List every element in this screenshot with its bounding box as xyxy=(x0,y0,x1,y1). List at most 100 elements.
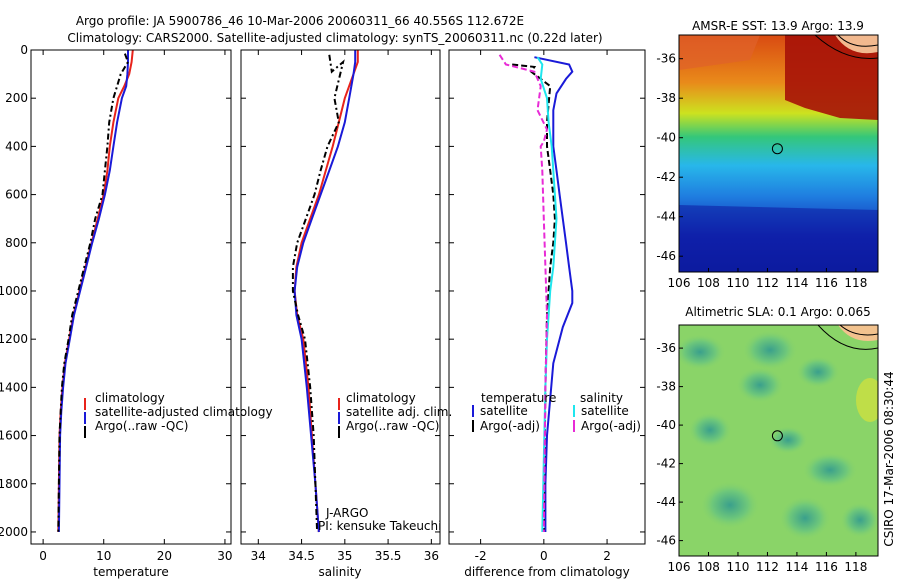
sst-map-ytick-label: -40 xyxy=(656,131,676,145)
temperature-ytick-label: 0 xyxy=(20,43,28,57)
sla-heatmap-field xyxy=(679,325,878,556)
side-timestamp-label: CSIRO 17-Mar-2006 08:30:44 xyxy=(882,371,896,546)
sla-map-frame xyxy=(678,324,879,557)
temperature-xlabel: temperature xyxy=(93,565,168,579)
temperature-ytick-label: 800 xyxy=(5,236,28,250)
legend-label-climatology: climatology xyxy=(346,391,416,405)
sla-map-ytick-label: -46 xyxy=(656,534,676,548)
difference-legend: temperature salinity satellite Argo(-adj… xyxy=(472,391,641,433)
sst-map-xtick-label: 108 xyxy=(697,276,720,290)
sst-map-xtick-label: 116 xyxy=(815,276,838,290)
sla-map-ytick-label: -36 xyxy=(656,341,676,355)
legend-label-sal-satellite: satellite xyxy=(581,404,629,418)
sla-map-ytick-label: -38 xyxy=(656,380,676,394)
temperature-ytick-label: 200 xyxy=(5,91,28,105)
difference-xtick-label: 2 xyxy=(603,549,611,563)
temperature-plot-series xyxy=(57,49,134,533)
temperature-ytick-label: 1400 xyxy=(0,380,28,394)
legend-label-sal-argo: Argo(-adj) xyxy=(581,419,641,433)
temperature-xtick-label: 0 xyxy=(39,549,47,563)
salinity-series-2 xyxy=(291,54,345,533)
sla-map-ytick-label: -42 xyxy=(656,457,676,471)
temperature-xtick-label: 30 xyxy=(217,549,232,563)
sla-map-xtick-label: 106 xyxy=(668,560,691,574)
difference-series-0 xyxy=(534,56,574,532)
sst-argo-location-marker xyxy=(771,143,783,155)
sla-map-xtick-label: 112 xyxy=(756,560,779,574)
legend-title-salinity: salinity xyxy=(580,391,623,405)
temperature-series-0 xyxy=(57,49,134,533)
temperature-xtick-label: 10 xyxy=(96,549,111,563)
temperature-panel: 0 10 20 30 0 200 400 600 800 1000 1200 1400 1600 1800… xyxy=(0,43,273,579)
sla-map-xtick-label: 108 xyxy=(697,560,720,574)
sla-map-xtick-label: 114 xyxy=(785,560,808,574)
temperature-series-1 xyxy=(57,50,129,533)
difference-series-3 xyxy=(498,54,549,533)
sla-map-ytick-label: -44 xyxy=(656,495,676,509)
temperature-ytick-label: 1200 xyxy=(0,332,28,346)
sst-map-ticks: 106 108 110 112 114 116 118 -36 -38 -40 -42 -44 -46 xyxy=(656,52,867,290)
sla-map-title: Altimetric SLA: 0.1 Argo: 0.065 xyxy=(685,305,870,319)
legend-label-satellite: satellite adj. clim. xyxy=(346,405,452,419)
sla-map-xtick-label: 110 xyxy=(727,560,750,574)
salinity-series-1 xyxy=(293,50,357,533)
legend-label-temp-satellite: satellite xyxy=(480,404,528,418)
sla-map-ytick-label: -40 xyxy=(656,418,676,432)
temperature-ticks: 0 10 20 30 0 200 400 600 800 1000 1200 1400 1600 1800… xyxy=(0,43,233,563)
difference-panel: -2 0 2 difference from climatology tempera… xyxy=(448,49,646,579)
salinity-series-0 xyxy=(293,50,359,533)
legend-label-climatology: climatology xyxy=(95,391,165,405)
sst-map-xtick-label: 106 xyxy=(668,276,691,290)
temperature-axes-frame xyxy=(30,49,232,545)
figure-title-line2: Climatology: CARS2000. Satellite-adjuste… xyxy=(67,31,602,45)
sst-map-panel: AMSR-E SST: 13.9 Argo: 13.9 106 108 110 112… xyxy=(656,19,879,290)
salinity-xtick-label: 35 xyxy=(337,549,352,563)
salinity-panel: 34 34.5 35 35.5 36 salinity climatology sate… xyxy=(240,49,452,579)
sst-map-title: AMSR-E SST: 13.9 Argo: 13.9 xyxy=(692,19,864,33)
sla-map-ticks: 106 108 110 112 114 116 118 -36 -38 -40 -42 -44 -46 xyxy=(656,341,867,574)
difference-series-1 xyxy=(512,63,556,533)
difference-xtick-label: 0 xyxy=(540,549,548,563)
difference-xlabel: difference from climatology xyxy=(464,565,630,579)
sla-map-xtick-label: 116 xyxy=(815,560,838,574)
salinity-axes-frame xyxy=(240,49,441,545)
sst-map-xtick-label: 118 xyxy=(844,276,867,290)
temperature-ytick-label: 400 xyxy=(5,139,28,153)
salinity-ticks: 34 34.5 35 35.5 36 xyxy=(241,49,440,563)
legend-label-satellite-adjusted: satellite-adjusted climatology xyxy=(95,405,273,419)
salinity-xlabel: salinity xyxy=(318,565,361,579)
difference-ticks: -2 0 2 xyxy=(449,49,645,563)
sst-map-xtick-label: 110 xyxy=(727,276,750,290)
sla-map-xtick-label: 118 xyxy=(844,560,867,574)
sst-map-ytick-label: -44 xyxy=(656,210,676,224)
sst-map-ytick-label: -36 xyxy=(656,52,676,66)
sst-map-frame xyxy=(678,34,879,273)
temperature-xtick-label: 20 xyxy=(157,549,172,563)
temperature-ytick-label: 1600 xyxy=(0,429,28,443)
temperature-ytick-label: 1800 xyxy=(0,477,28,491)
credit-line1: J-ARGO xyxy=(325,506,368,520)
salinity-plot-series xyxy=(291,50,359,533)
salinity-xtick-label: 35.5 xyxy=(375,549,402,563)
salinity-xtick-label: 34 xyxy=(251,549,266,563)
salinity-legend: climatology satellite adj. clim. Argo(..… xyxy=(338,391,452,438)
difference-xtick-label: -2 xyxy=(475,549,487,563)
legend-label-argo: Argo(..raw -QC) xyxy=(95,419,188,433)
sst-map-ytick-label: -46 xyxy=(656,249,676,263)
sst-map-xtick-label: 112 xyxy=(756,276,779,290)
difference-plot-series xyxy=(498,54,574,533)
temperature-legend: climatology satellite-adjusted climatolo… xyxy=(84,391,273,438)
temperature-ytick-label: 600 xyxy=(5,188,28,202)
salinity-xtick-label: 36 xyxy=(424,549,439,563)
sst-map-ytick-label: -38 xyxy=(656,91,676,105)
credit-line2: PI: kensuke Takeuchi xyxy=(318,519,441,533)
sst-map-xtick-label: 114 xyxy=(785,276,808,290)
temperature-ytick-label: 1000 xyxy=(0,284,28,298)
legend-label-argo: Argo(..raw -QC) xyxy=(346,419,439,433)
legend-title-temperature: temperature xyxy=(481,391,556,405)
sla-map-panel: Altimetric SLA: 0.1 Argo: 0.065 106 108 11… xyxy=(656,305,879,574)
figure-title-line1: Argo profile: JA 5900786_46 10-Mar-2006 … xyxy=(76,14,524,28)
sst-map-ytick-label: -42 xyxy=(656,170,676,184)
salinity-xtick-label: 34.5 xyxy=(288,549,315,563)
